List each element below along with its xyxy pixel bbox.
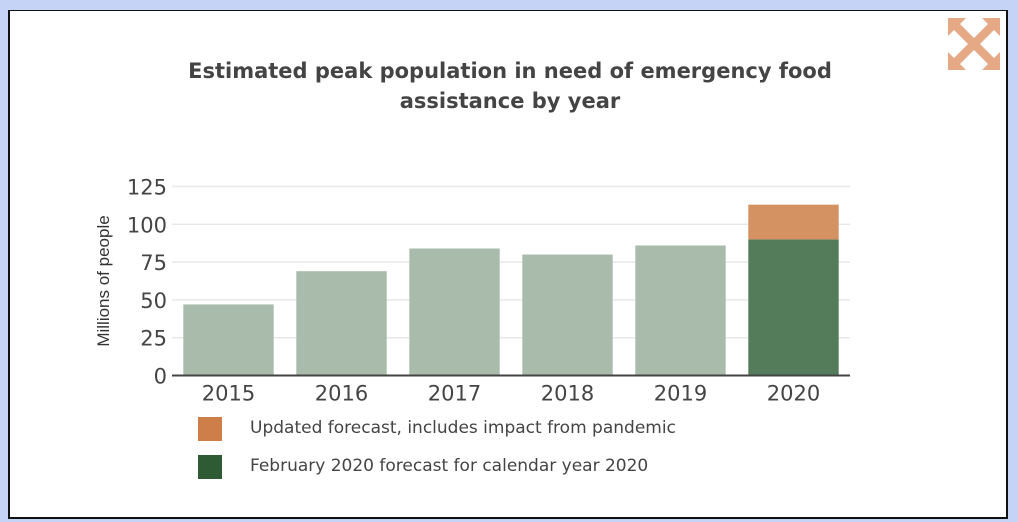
y-tick-label: 0 xyxy=(154,365,167,389)
legend-swatch-february xyxy=(198,455,222,479)
x-tick-label: 2015 xyxy=(202,382,255,406)
bar-2015-0 xyxy=(183,304,274,376)
y-tick-label: 75 xyxy=(140,251,167,275)
bar-2018-0 xyxy=(522,254,613,376)
legend-swatch-updated xyxy=(198,417,222,441)
y-tick-label: 125 xyxy=(127,176,167,200)
bar-2017-0 xyxy=(409,248,500,376)
y-axis-label: Millions of people xyxy=(94,215,113,346)
legend-label-updated: Updated forecast, includes impact from p… xyxy=(250,418,676,438)
bar-2019-0 xyxy=(635,245,726,376)
x-tick-label: 2020 xyxy=(767,382,820,406)
bar-2020-2 xyxy=(748,204,839,240)
y-tick-label: 50 xyxy=(140,289,167,313)
x-tick-label: 2017 xyxy=(428,382,481,406)
bar-2016-0 xyxy=(296,271,387,376)
chart-container xyxy=(8,10,1008,519)
chart-title: Estimated peak population in need of eme… xyxy=(188,59,832,113)
y-tick-label: 25 xyxy=(140,327,167,351)
bar-2020-1 xyxy=(748,239,839,376)
x-tick-label: 2018 xyxy=(541,382,594,406)
expand-arrows-icon[interactable] xyxy=(948,18,1000,70)
x-tick-label: 2019 xyxy=(654,382,707,406)
y-tick-label: 100 xyxy=(127,213,167,237)
legend-label-february: February 2020 forecast for calendar year… xyxy=(250,456,649,476)
x-tick-label: 2016 xyxy=(315,382,368,406)
